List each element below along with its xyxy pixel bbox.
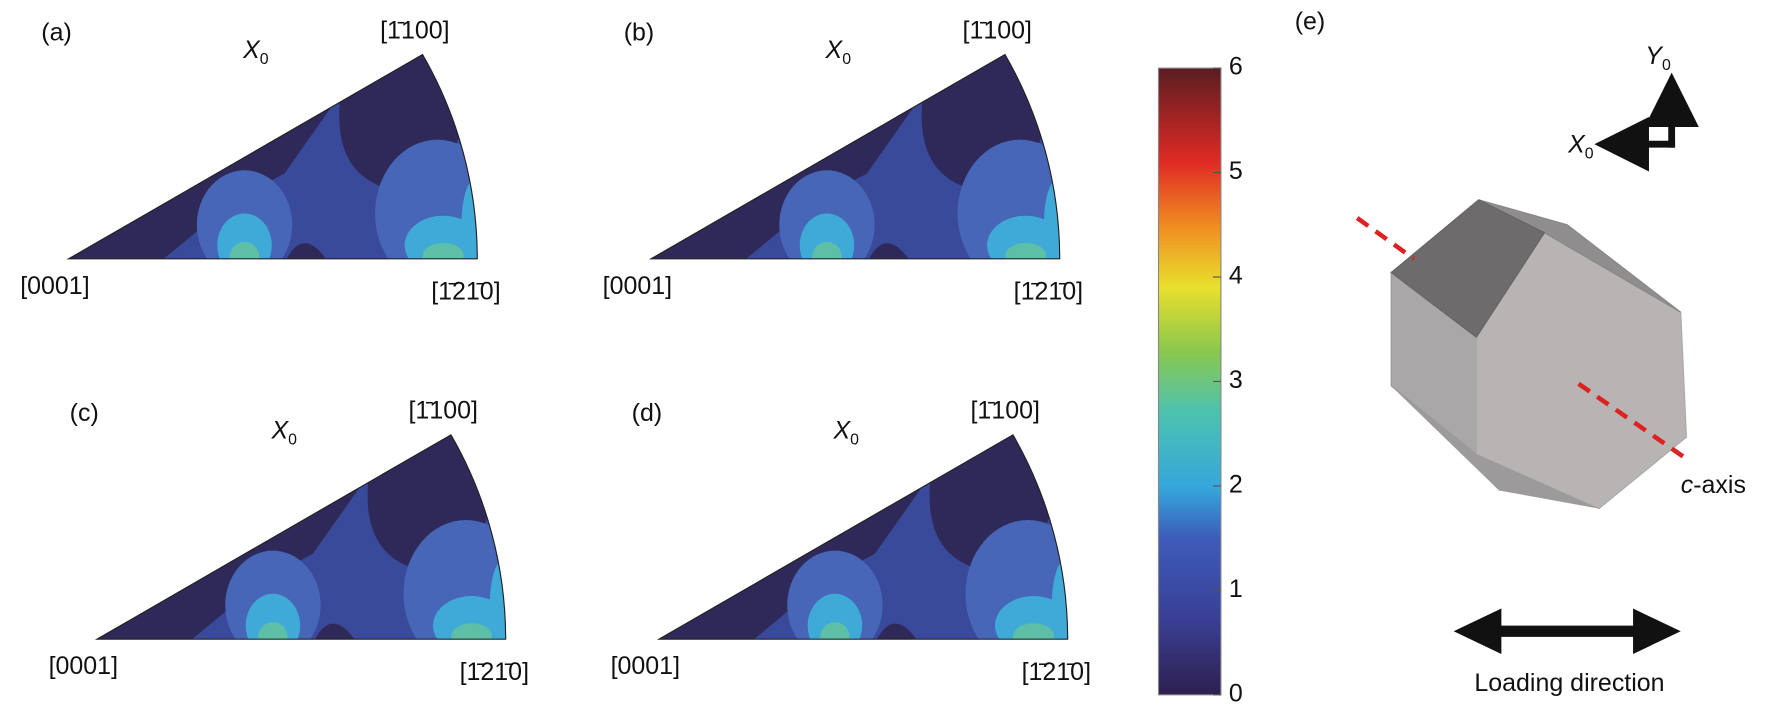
pole-figure: [66, 53, 478, 260]
colorbar-tick-label: 4: [1229, 262, 1243, 290]
contour-region: [422, 242, 464, 259]
pole-figure: [94, 434, 507, 640]
axis-label: X0: [1567, 130, 1594, 163]
colorbar-tick-label: 5: [1229, 157, 1243, 185]
contour-region: [229, 241, 260, 259]
axis-label: Y0: [1645, 41, 1671, 74]
contour-map: [650, 54, 1060, 259]
axis-symbol: Y: [1645, 41, 1664, 69]
axis-subscript: 0: [1662, 57, 1671, 74]
contour-region: [1013, 623, 1055, 640]
contour-region: [874, 623, 921, 640]
contour-region: [1005, 242, 1047, 259]
axis-symbol: X: [271, 416, 290, 444]
pole-label: [1̄21̄0]: [431, 278, 500, 306]
pole-figure: [648, 53, 1061, 260]
sector-outline: [66, 53, 478, 260]
axis-subscript: 0: [850, 432, 859, 449]
pole-label: [0001]: [603, 272, 672, 300]
contour-region: [284, 243, 330, 259]
contour-map: [68, 54, 478, 259]
contour-region: [866, 243, 913, 259]
pole-label: [1̄100]: [380, 16, 449, 44]
pole-label: [0001]: [611, 652, 680, 680]
colorbar-tick-label: 0: [1229, 679, 1243, 707]
panel-label: (c): [70, 399, 99, 427]
colorbar-tick-label: 2: [1229, 471, 1243, 499]
colorbar: [1157, 67, 1222, 696]
axis-subscript: 0: [1585, 146, 1594, 163]
panel-label: (a): [41, 19, 72, 47]
pole-label: [0001]: [20, 272, 89, 300]
pole-figure: [656, 434, 1069, 640]
axis-label: X0: [833, 416, 860, 449]
c-axis-label: c-axis: [1681, 471, 1746, 499]
pole-label: [1̄21̄0]: [460, 658, 529, 686]
axis-label: X0: [825, 36, 852, 69]
axis-subscript: 0: [288, 432, 297, 449]
axis-subscript: 0: [260, 51, 269, 68]
sector-outline: [94, 434, 507, 640]
pole-label: [1̄100]: [963, 16, 1032, 44]
pole-label: [1̄100]: [971, 397, 1040, 425]
contour-map: [96, 434, 506, 640]
contour-region: [375, 139, 478, 259]
panel-label: (b): [624, 19, 655, 47]
c-axis-symbol: c: [1681, 471, 1694, 499]
contour-region: [258, 622, 288, 640]
axis-symbol: X: [242, 36, 261, 64]
colorbar-tick-label: 3: [1229, 366, 1243, 394]
contour-region: [1043, 179, 1060, 259]
contour-region: [403, 519, 506, 640]
contour-region: [461, 179, 478, 259]
axis-symbol: X: [1567, 130, 1586, 158]
contour-region: [820, 622, 850, 640]
c-axis-text: -axis: [1693, 471, 1746, 499]
axis-label: X0: [242, 36, 269, 69]
pole-label: [1̄21̄0]: [1022, 658, 1091, 686]
contour-region: [1051, 559, 1068, 640]
axis-label: X0: [271, 416, 298, 449]
pole-label: [0001]: [49, 652, 118, 680]
axis-symbol: X: [833, 416, 852, 444]
contour-region: [451, 623, 493, 640]
panel-label: (d): [632, 399, 663, 427]
pole-label: [1̄100]: [409, 397, 478, 425]
colorbar-tick-label: 6: [1229, 53, 1243, 81]
contour-region: [812, 241, 842, 259]
contour-region: [957, 139, 1060, 259]
pole-label: [1̄21̄0]: [1014, 278, 1083, 306]
contour-region: [312, 623, 359, 640]
sector-outline: [656, 434, 1069, 640]
axis-symbol: X: [825, 36, 844, 64]
panel-label: (e): [1295, 7, 1326, 35]
colorbar-tick-label: 1: [1229, 575, 1243, 603]
axis-subscript: 0: [842, 51, 851, 68]
loading-label: Loading direction: [1474, 669, 1664, 697]
sector-outline: [648, 53, 1061, 260]
contour-map: [658, 434, 1068, 640]
contour-region: [965, 519, 1068, 640]
contour-region: [489, 559, 506, 640]
crystal-schematic: [1355, 72, 1699, 654]
